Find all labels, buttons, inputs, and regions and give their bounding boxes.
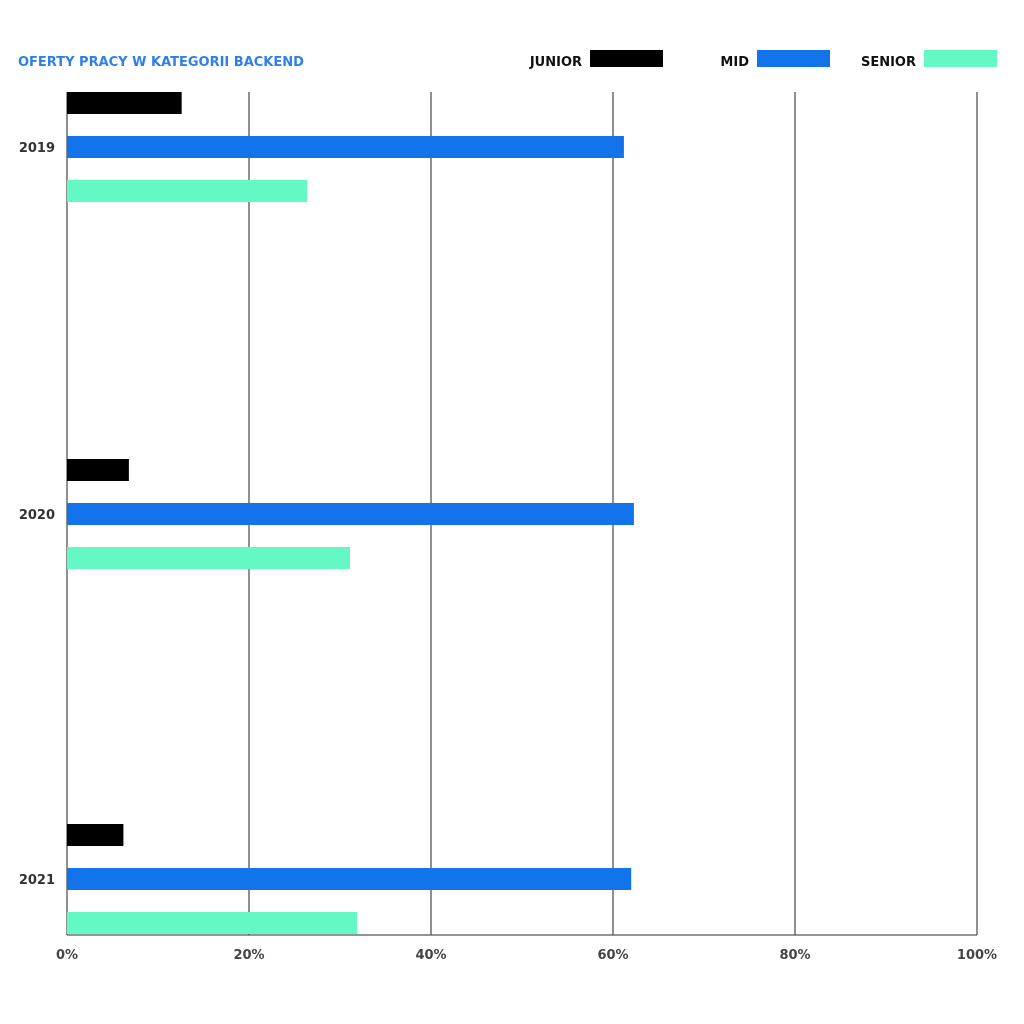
legend-label: MID xyxy=(720,55,749,70)
bar-senior xyxy=(67,180,308,202)
category-label: 2021 xyxy=(19,873,55,888)
bar-mid xyxy=(67,503,634,525)
bar-junior xyxy=(67,824,124,846)
x-tick-label: 80% xyxy=(779,948,810,963)
y-axis-categories: 2019 2020 2021 xyxy=(19,141,55,888)
bar-senior xyxy=(67,912,358,934)
bar-mid xyxy=(67,136,624,158)
legend-label: JUNIOR xyxy=(529,55,582,70)
legend-swatch xyxy=(924,50,997,67)
legend-label: SENIOR xyxy=(861,55,916,70)
x-axis-ticks: 0% 20% 40% 60% 80% 100% xyxy=(56,948,997,963)
bar-mid xyxy=(67,868,632,890)
grid-lines xyxy=(66,92,978,936)
bars xyxy=(67,92,634,934)
chart-title: OFERTY PRACY W KATEGORII BACKEND xyxy=(18,55,304,70)
bar-senior xyxy=(67,547,351,569)
bar-junior xyxy=(67,92,182,114)
x-tick-label: 40% xyxy=(415,948,446,963)
x-tick-label: 20% xyxy=(233,948,264,963)
legend-swatch xyxy=(590,50,663,67)
category-label: 2019 xyxy=(19,141,55,156)
legend: JUNIOR MID SENIOR xyxy=(529,50,997,70)
bar-junior xyxy=(67,459,129,481)
x-tick-label: 0% xyxy=(56,948,78,963)
x-tick-label: 60% xyxy=(597,948,628,963)
category-label: 2020 xyxy=(19,508,55,523)
x-tick-label: 100% xyxy=(957,948,997,963)
legend-swatch xyxy=(757,50,830,67)
